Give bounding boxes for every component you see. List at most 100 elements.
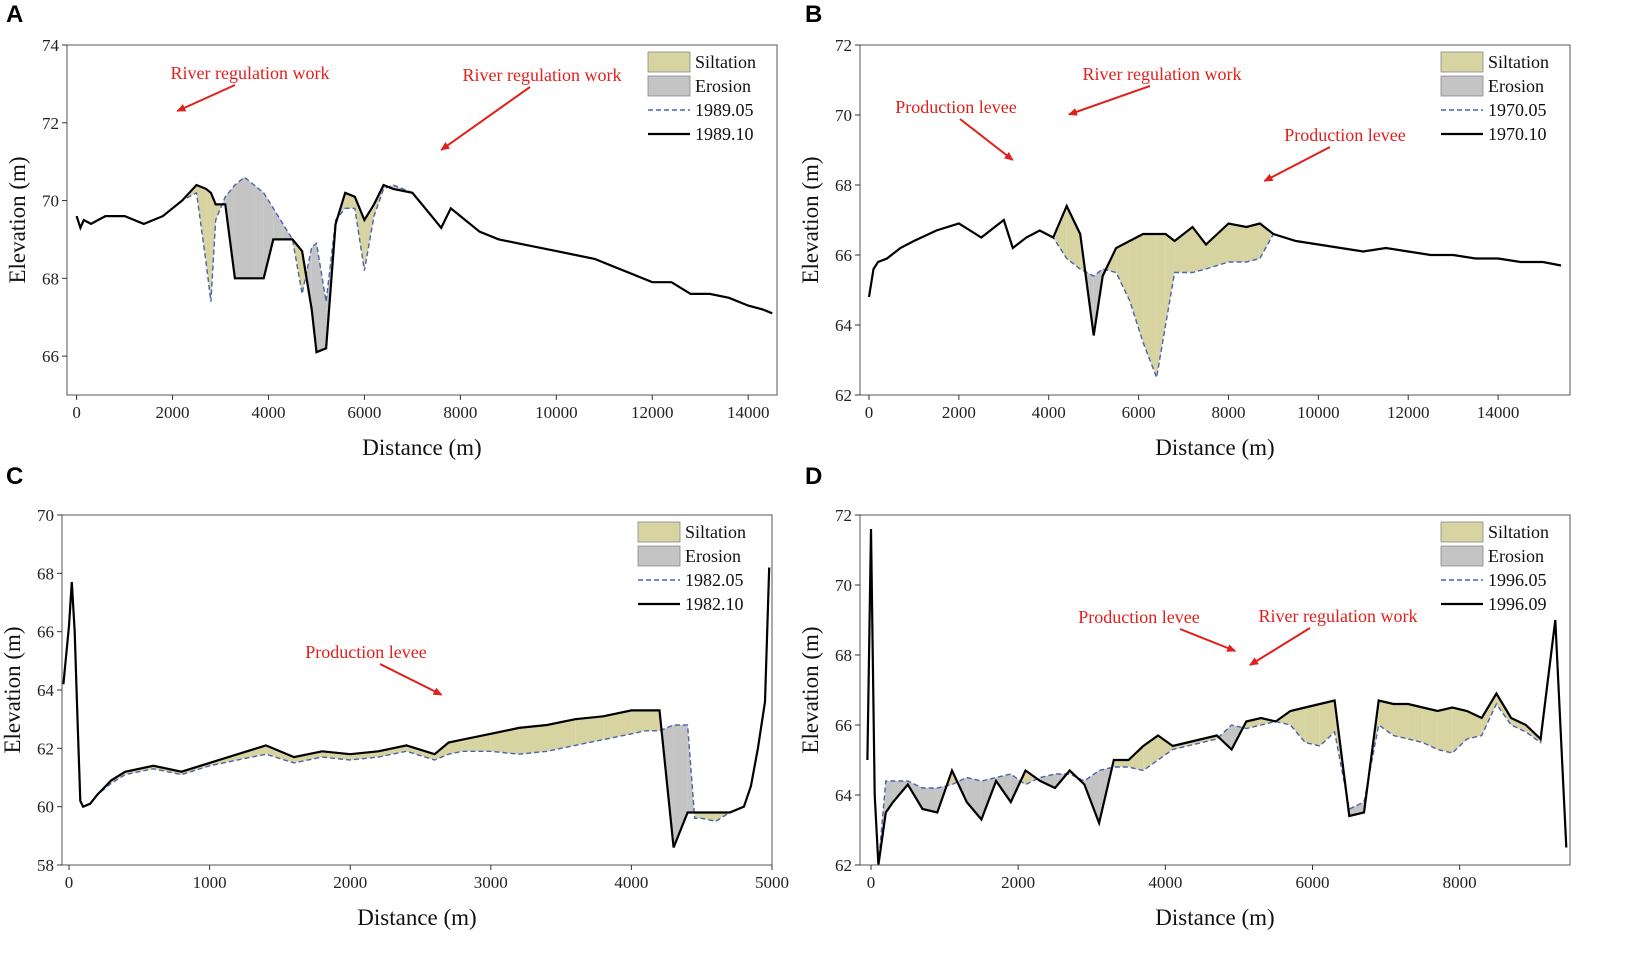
erosion-area	[244, 177, 255, 279]
erosion-area	[222, 196, 226, 205]
legend-label: 1970.10	[1488, 124, 1547, 144]
siltation-area	[1113, 760, 1129, 767]
y-axis-label: Elevation (m)	[5, 156, 30, 283]
siltation-area	[1066, 206, 1081, 269]
x-tick-label: 1000	[193, 873, 227, 892]
y-tick-label: 72	[835, 36, 852, 55]
siltation-area	[694, 812, 702, 819]
y-tick-label: 66	[835, 246, 852, 265]
annotation-arrow	[1263, 146, 1331, 182]
erosion-area	[673, 725, 688, 848]
siltation-area	[378, 745, 407, 758]
siltation-area	[1128, 746, 1144, 771]
legend-label: 1982.10	[685, 594, 744, 614]
siltation-area	[490, 727, 519, 755]
siltation-area	[1305, 704, 1320, 746]
legend: Siltation Erosion 1989.05 1989.10	[647, 51, 756, 144]
annotation-arrow	[959, 118, 1014, 161]
siltation-area	[1053, 206, 1067, 259]
siltation-area	[1437, 707, 1453, 753]
y-tick-label: 58	[37, 856, 54, 875]
x-tick-label: 6000	[347, 403, 381, 422]
siltation-area	[631, 710, 646, 734]
series-line-before	[75, 176, 773, 314]
legend-label: Siltation	[1488, 52, 1549, 72]
series-line-after	[866, 528, 1568, 865]
erosion-area	[687, 725, 695, 813]
x-tick-label: 10000	[1297, 403, 1340, 422]
y-tick-label: 66	[42, 347, 59, 366]
x-tick-label: 4000	[1148, 873, 1182, 892]
legend-swatch-erosion	[1440, 75, 1484, 97]
y-tick-label: 62	[835, 856, 852, 875]
annotation-label: Production levee	[1284, 125, 1405, 145]
legend-label: Siltation	[1488, 522, 1549, 542]
annotation-arrow	[440, 86, 531, 151]
erosion-area	[966, 777, 982, 820]
siltation-area	[206, 188, 211, 302]
siltation-area	[237, 745, 266, 760]
siltation-area	[1129, 234, 1144, 343]
annotation-label: Production levee	[305, 642, 426, 662]
erosion-area	[273, 208, 283, 240]
siltation-area	[1408, 704, 1423, 743]
x-tick-label: 0	[65, 873, 74, 892]
siltation-area	[701, 812, 716, 822]
panel-letter: B	[805, 1, 822, 28]
siltation-area	[1378, 700, 1394, 736]
siltation-area	[1192, 227, 1206, 273]
x-tick-label: 6000	[1295, 873, 1329, 892]
siltation-area	[1511, 718, 1526, 732]
siltation-area	[1319, 700, 1335, 746]
annotation-label: River regulation work	[1259, 606, 1418, 626]
siltation-area	[448, 739, 463, 755]
legend-swatch-erosion	[637, 545, 681, 567]
annotation-arrow	[1068, 85, 1151, 116]
erosion-area	[922, 788, 938, 813]
annotation-label: River regulation work	[1083, 64, 1242, 84]
erosion-area	[878, 781, 886, 865]
y-tick-label: 68	[37, 564, 54, 583]
plot-frame	[61, 514, 773, 866]
siltation-area	[1393, 704, 1409, 739]
y-tick-label: 66	[835, 716, 852, 735]
siltation-area	[1158, 735, 1173, 760]
difference-fills	[97, 710, 730, 848]
y-tick-label: 62	[37, 739, 54, 758]
erosion-area	[306, 247, 312, 310]
legend-label: 1989.05	[695, 100, 754, 120]
panel-d: D 0 2000 4000 6000 8000 62 64 66 68 70 72 Distance …	[798, 463, 1571, 930]
legend-label: 1996.05	[1488, 570, 1547, 590]
y-tick-label: 68	[835, 176, 852, 195]
x-tick-label: 8000	[1443, 873, 1477, 892]
plot-frame	[859, 514, 1571, 866]
legend-swatch-erosion	[1440, 545, 1484, 567]
siltation-area	[518, 725, 547, 755]
annotation-arrow	[1249, 627, 1311, 666]
annotation-arrow	[379, 663, 443, 696]
erosion-area	[1218, 725, 1232, 750]
y-tick-label: 70	[37, 506, 54, 525]
erosion-area	[234, 177, 245, 279]
annotation-label: Production levee	[895, 97, 1016, 117]
panel-letter: D	[805, 463, 822, 490]
x-tick-label: 2000	[156, 403, 190, 422]
y-tick-label: 70	[42, 192, 59, 211]
legend-label: Siltation	[685, 522, 746, 542]
siltation-area	[1156, 234, 1166, 378]
siltation-area	[434, 742, 449, 760]
siltation-area	[350, 751, 379, 760]
panel-a: A 0 2000 4000 6000 8000 10000 12000 14000 66 68 70…	[5, 1, 778, 460]
x-tick-label: 0	[867, 873, 876, 892]
x-tick-label: 0	[865, 403, 874, 422]
x-tick-label: 3000	[474, 873, 508, 892]
siltation-area	[1206, 223, 1229, 269]
profile-lines	[75, 176, 773, 354]
legend-label: Erosion	[695, 76, 751, 96]
x-tick-label: 10000	[535, 403, 578, 422]
difference-fills	[1053, 206, 1274, 378]
x-tick-label: 8000	[443, 403, 477, 422]
series-line-after	[62, 567, 771, 848]
x-axis-label: Distance (m)	[1155, 905, 1274, 930]
x-tick-label: 2000	[1001, 873, 1035, 892]
